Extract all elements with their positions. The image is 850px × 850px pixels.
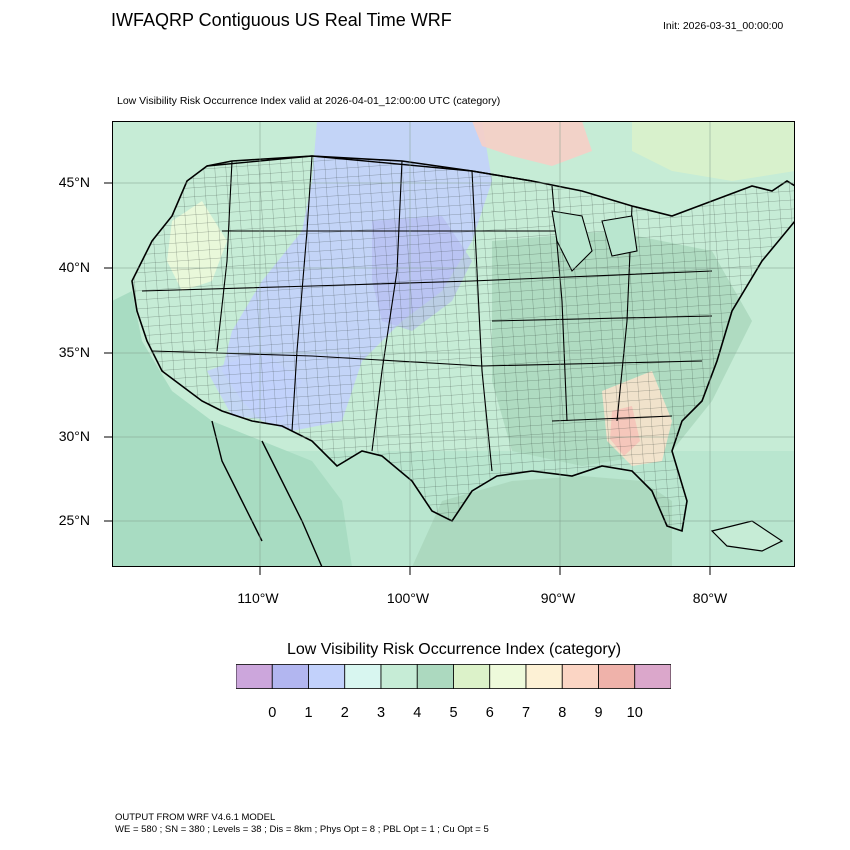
colorbar	[236, 664, 671, 689]
lat-label-25n: 25°N	[58, 512, 90, 528]
canada-east-region	[632, 121, 795, 181]
map-subtitle: Low Visibility Risk Occurrence Index val…	[117, 95, 501, 107]
colorbar-label-10: 10	[626, 705, 643, 721]
footer-config-info: WE = 580 ; SN = 380 ; Levels = 38 ; Dis …	[115, 824, 489, 835]
map-canvas	[112, 121, 795, 567]
lat-label-45n: 45°N	[58, 174, 90, 190]
colorbar-label-3: 3	[376, 705, 386, 721]
gulf-water	[412, 476, 672, 567]
colorbar-label-5: 5	[449, 705, 458, 721]
colorbar-title: Low Visibility Risk Occurrence Index (ca…	[286, 641, 622, 658]
colorbar-swatch-4	[380, 664, 418, 689]
lon-label-90w: 90°W	[540, 590, 576, 606]
colorbar-label-6: 6	[485, 705, 494, 721]
pacific-water	[112, 291, 352, 567]
lon-label-110w: 110°W	[237, 590, 279, 606]
colorbar-swatch-1	[271, 664, 309, 689]
colorbar-swatch-11	[634, 664, 671, 689]
colorbar-label-7: 7	[521, 705, 531, 721]
footer-model-info: OUTPUT FROM WRF V4.6.1 MODEL	[115, 812, 276, 823]
lat-label-30n: 30°N	[58, 428, 90, 444]
colorbar-label-4: 4	[413, 705, 422, 721]
lon-label-80w: 80°W	[692, 590, 728, 606]
colorbar-swatch-7	[489, 664, 527, 689]
graticule	[112, 121, 795, 567]
us-outline	[131, 155, 795, 533]
lat-label-40n: 40°N	[58, 259, 90, 275]
colorbar-label-8: 8	[558, 705, 567, 721]
colorbar-label-1: 1	[304, 705, 313, 721]
main-title: IWFAQRP Contiguous US Real Time WRF	[111, 10, 452, 30]
colorbar-label-2: 2	[340, 705, 349, 721]
colorbar-swatch-0	[236, 664, 273, 689]
lat-label-35n: 35°N	[58, 344, 90, 360]
init-time-label: Init: 2026-03-31_00:00:00	[663, 20, 784, 32]
mexico-coast	[261, 440, 323, 567]
forecast-map	[112, 121, 795, 567]
colorbar-swatch-3	[344, 664, 382, 689]
colorbar-swatch-9	[561, 664, 599, 689]
cuba-island	[710, 520, 784, 552]
state-boundaries	[141, 155, 713, 472]
colorbar-swatch-6	[453, 664, 491, 689]
canada-border	[206, 155, 533, 182]
colorbar-label-0: 0	[268, 705, 277, 721]
lon-label-100w: 100°W	[386, 590, 430, 606]
great-lakes	[551, 210, 638, 272]
colorbar-swatch-2	[308, 664, 346, 689]
colorbar-label-9: 9	[594, 705, 603, 721]
canada-high-region	[472, 121, 592, 166]
colorbar-swatch-5	[416, 664, 454, 689]
colorbar-swatch-10	[598, 664, 636, 689]
colorbar-swatch-8	[525, 664, 563, 689]
